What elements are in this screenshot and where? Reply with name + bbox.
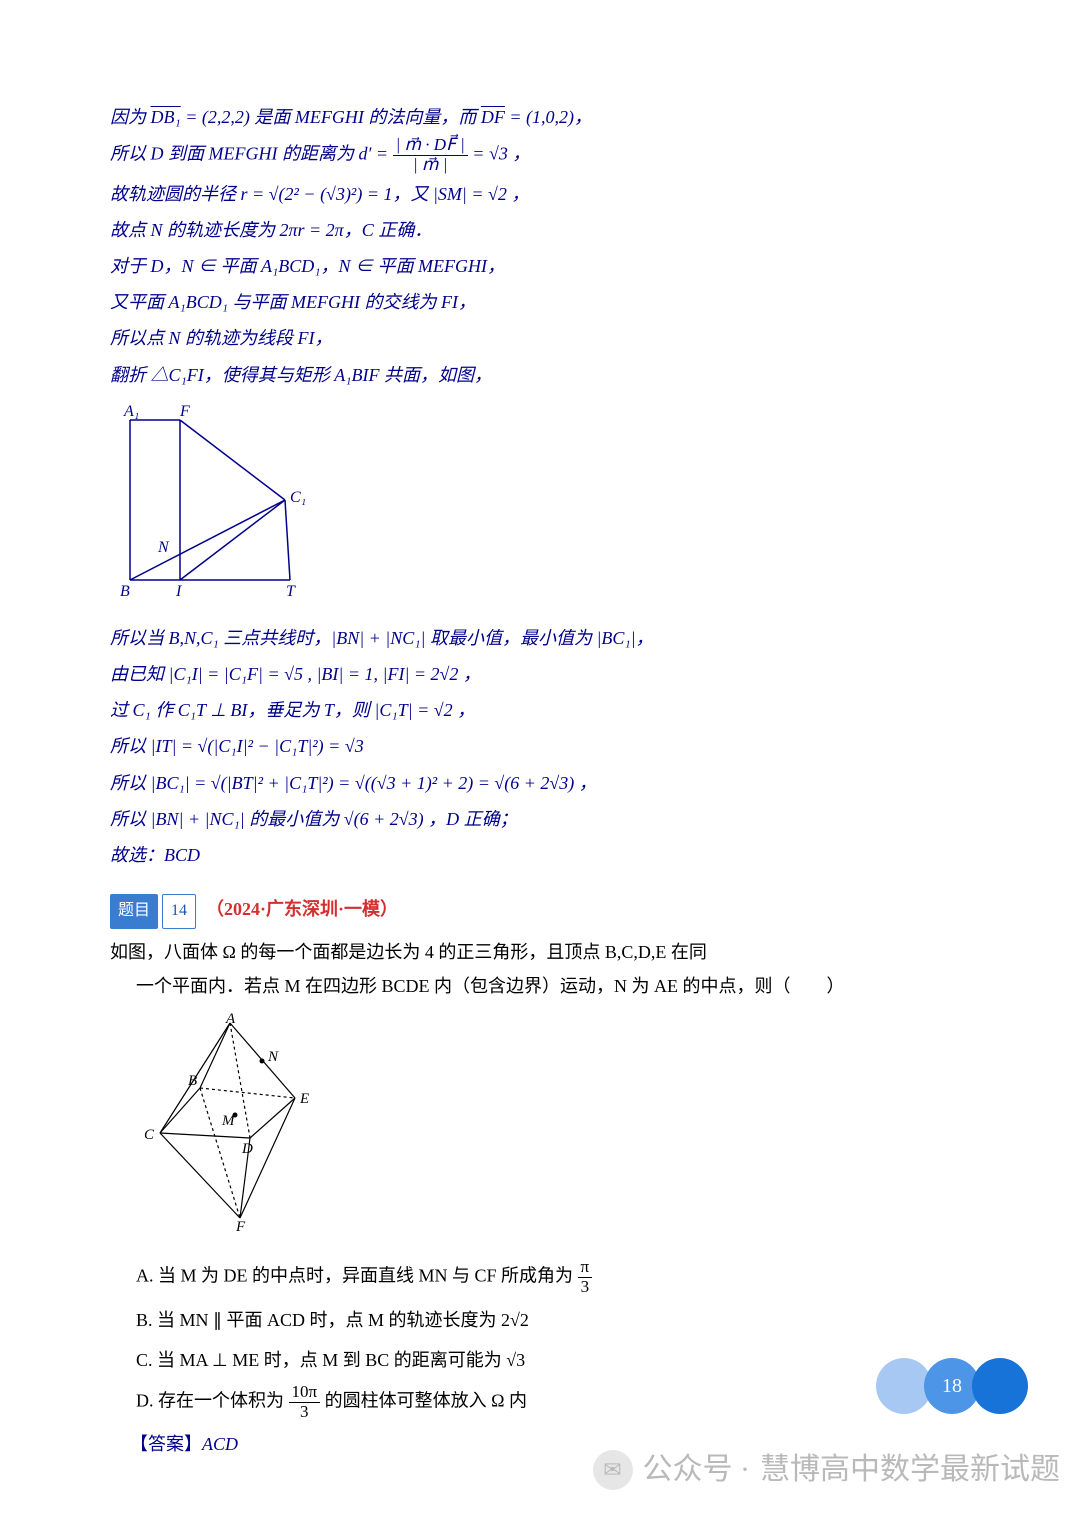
step-line: 故点 N 的轨迹长度为 2πr = 2π，C 正确． <box>110 213 1000 247</box>
choice-A: A. 当 M 为 DE 的中点时，异面直线 MN 与 CF 所成角为 π 3 <box>110 1258 1000 1296</box>
label-C: C <box>144 1127 155 1143</box>
label-T: T <box>286 583 296 600</box>
label-D: D <box>241 1141 253 1157</box>
question-14: 题目 14 （2024·广东深圳·一模） 如图，八面体 Ω 的每一个面都是边长为… <box>110 892 1000 1461</box>
choice-C: C. 当 MA ⊥ ME 时，点 M 到 BC 的距离可能为 √3 <box>110 1343 1000 1377</box>
label-F: F <box>179 403 190 420</box>
choice-D: D. 存在一个体积为 10π 3 的圆柱体可整体放入 Ω 内 <box>110 1383 1000 1421</box>
watermark-text: 慧博高中数学最新试题 <box>760 1441 1060 1498</box>
solution-block: 因为 DB₁ = (2,2,2) 是面 MEFGHI 的法向量，而 DF = (… <box>110 100 1000 872</box>
fraction: | m⃗ · DF⃗ | | m⃗ | <box>393 136 468 174</box>
label-M: M <box>221 1113 236 1129</box>
label-E: E <box>299 1091 309 1107</box>
step-line: 所以点 N 的轨迹为线段 FI， <box>110 321 1000 355</box>
source-tag: （2024·广东深圳·一模） <box>206 892 398 926</box>
step-line: 所以 |BN| + |NC₁| 的最小值为 √(6 + 2√3) ，D 正确； <box>110 802 1000 836</box>
label-B: B <box>120 583 130 600</box>
step-line: 所以当 B,N,C₁ 三点共线时，|BN| + |NC₁| 取最小值，最小值为 … <box>110 621 1000 655</box>
page-number-decoration: 18 <box>884 1358 1028 1414</box>
step-line: 所以 |IT| = √(|C₁I|² − |C₁T|²) = √3 <box>110 729 1000 763</box>
step-line: 由已知 |C₁I| = |C₁F| = √5 , |BI| = 1, |FI| … <box>110 657 1000 691</box>
geometry-figure-2: A N B E M C D F <box>130 1013 1000 1244</box>
label-B: B <box>188 1073 197 1089</box>
choice-B: B. 当 MN ∥ 平面 ACD 时，点 M 的轨迹长度为 2√2 <box>110 1303 1000 1337</box>
bubble-icon <box>972 1358 1028 1414</box>
step-line: 因为 DB₁ = (2,2,2) 是面 MEFGHI 的法向量，而 DF = (… <box>110 100 1000 134</box>
step-line: 又平面 A₁BCD₁ 与平面 MEFGHI 的交线为 FI， <box>110 285 1000 319</box>
label-N: N <box>267 1049 279 1065</box>
watermark: ✉ 公众号 · 慧博高中数学最新试题 <box>593 1441 1061 1498</box>
choices-list: A. 当 M 为 DE 的中点时，异面直线 MN 与 CF 所成角为 π 3 B… <box>110 1258 1000 1421</box>
step-line: 所以 D 到面 MEFGHI 的距离为 d′ = | m⃗ · DF⃗ | | … <box>110 136 1000 174</box>
fraction: 10π 3 <box>289 1383 321 1421</box>
label-C1: C₁ <box>290 489 306 506</box>
label-A: A <box>225 1013 236 1027</box>
step-line: 故轨迹圆的半径 r = √(2² − (√3)²) = 1，又 |SM| = √… <box>110 177 1000 211</box>
step-line: 对于 D，N ∈ 平面 A₁BCD₁，N ∈ 平面 MEFGHI， <box>110 249 1000 283</box>
question-text: 如图，八面体 Ω 的每一个面都是边长为 4 的正三角形，且顶点 B,C,D,E … <box>110 935 707 969</box>
step-line: 故选：BCD <box>110 838 1000 872</box>
question-badge: 题目 14 <box>110 894 196 928</box>
badge-label: 题目 <box>110 894 158 928</box>
step-line: 翻折 △C₁FI，使得其与矩形 A₁BIF 共面，如图， <box>110 358 1000 392</box>
step-line: 过 C₁ 作 C₁T ⊥ BI，垂足为 T，则 |C₁T| = √2 ， <box>110 693 1000 727</box>
fraction: π 3 <box>578 1258 593 1296</box>
badge-number: 14 <box>162 894 196 928</box>
step-line: 所以 |BC₁| = √(|BT|² + |C₁T|²) = √((√3 + 1… <box>110 766 1000 800</box>
question-text-line2: 一个平面内．若点 M 在四边形 BCDE 内（包含边界）运动，N 为 AE 的中… <box>110 969 1000 1003</box>
label-I: I <box>175 583 182 600</box>
label-N: N <box>157 539 170 556</box>
label-A1: A₁ <box>123 403 139 420</box>
wechat-icon: ✉ <box>593 1450 633 1490</box>
geometry-figure-1: A₁ F C₁ N B I T <box>110 400 1000 611</box>
label-F: F <box>235 1219 246 1233</box>
watermark-prefix: 公众号 · <box>643 1441 751 1498</box>
